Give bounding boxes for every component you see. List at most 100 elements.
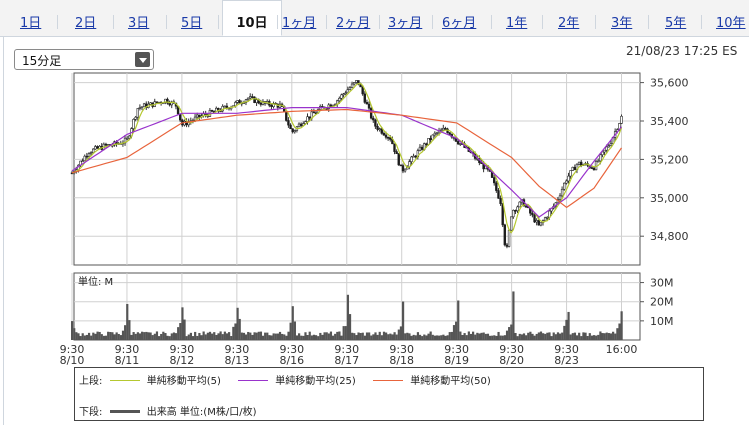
candle-body [503,224,507,246]
volume-bar [535,333,538,340]
candle-body [537,220,540,226]
volume-bar [198,332,201,340]
volume-bar [463,333,466,340]
volume-bar [501,335,504,340]
volume-bar [512,291,515,340]
volume-bar [522,333,526,340]
volume-bar [452,325,456,340]
legend-volume-swatch [109,409,140,413]
volume-bar [242,332,246,340]
x-tick-time-label: 9:30 [115,343,140,356]
volume-bar [306,335,309,340]
volume-bar [421,336,424,340]
volume-bar [87,332,91,340]
volume-bar [389,333,392,340]
volume-bar [143,332,146,340]
tab-0[interactable]: 1日 [20,16,42,31]
candle-body [155,101,159,104]
volume-bar [141,331,144,340]
tab-10[interactable]: 2年 [558,16,580,31]
candle-body [166,98,169,104]
tab-6[interactable]: 2ヶ月 [336,16,371,31]
candle-body [251,96,254,98]
candle-body [234,102,237,107]
volume-bar [317,336,320,340]
volume-bar [293,321,296,340]
tab-3[interactable]: 5日 [181,16,203,31]
volume-bar [533,335,536,340]
volume-bar [425,335,428,340]
volume-bar [217,333,220,340]
volume-bar [136,332,139,340]
candle-body [342,93,345,96]
chevron-down-icon[interactable] [135,52,150,67]
volume-bar [444,335,447,340]
candle-body [361,86,364,95]
candle-body [605,146,608,151]
volume-bar [520,334,523,340]
period-tabs: 1日 2日 3日 5日 10日 1ヶ月 2ヶ月 3ヶ月 6ヶ月 1年 2年 3年 5年 10年 [0,0,749,37]
volume-bar [251,334,254,340]
candle-body [104,143,108,146]
tab-2[interactable]: 3日 [128,16,150,31]
volume-bar [100,334,103,340]
volume-bar [550,336,553,340]
volume-bar [138,333,142,340]
volume-bar [518,333,521,340]
candle-body [81,160,84,163]
tab-13[interactable]: 10年 [716,16,746,31]
volume-bar [172,332,176,340]
volume-bar [552,332,555,340]
volume-bar [448,332,451,340]
tab-8[interactable]: 6ヶ月 [442,16,477,31]
volume-bar [71,321,74,340]
legend-sma50-swatch [373,379,404,381]
volume-bar [573,332,577,340]
volume-bar [344,326,347,340]
volume-bar [113,334,116,340]
volume-bar [391,334,394,340]
volume-bar [393,332,396,340]
volume-bar [561,332,564,340]
volume-bar [174,333,178,340]
volume-bar [166,335,169,340]
volume-bar [327,333,330,340]
volume-bar [75,332,78,340]
volume-bar [96,331,99,340]
volume-bar [478,333,481,340]
panel-border [3,36,4,425]
tab-5[interactable]: 1ヶ月 [282,16,317,31]
volume-bar [418,334,422,340]
volume-bar [563,325,566,340]
tab-4[interactable]: 10日 [222,0,282,36]
volume-bar [431,334,434,340]
candle-body [291,128,294,133]
tab-9[interactable]: 1年 [506,16,528,31]
tab-separator [542,15,543,29]
volume-bar [179,323,182,340]
volume-bar [539,331,543,340]
volume-bar [505,330,509,340]
volume-bar [295,335,299,340]
candle-body [85,155,89,158]
tab-11[interactable]: 3年 [611,16,633,31]
tab-1[interactable]: 2日 [75,16,97,31]
candle-body [444,127,447,130]
volume-bar [595,335,598,340]
volume-bar [247,331,250,340]
volume-bar [153,333,156,340]
candle-body [389,137,392,140]
volume-bar [234,323,237,340]
tab-7[interactable]: 3ヶ月 [388,16,423,31]
x-tick-time-label: 9:30 [279,343,304,356]
candle-body [363,93,366,103]
volume-bar [130,334,133,340]
tab-12[interactable]: 5年 [665,16,687,31]
volume-bar [177,327,180,340]
interval-select[interactable]: 15分足 [14,49,154,70]
volume-bar [416,332,420,340]
volume-bar [168,336,171,340]
volume-bar [491,335,494,340]
volume-bar [569,334,572,340]
volume-bar [281,333,284,340]
